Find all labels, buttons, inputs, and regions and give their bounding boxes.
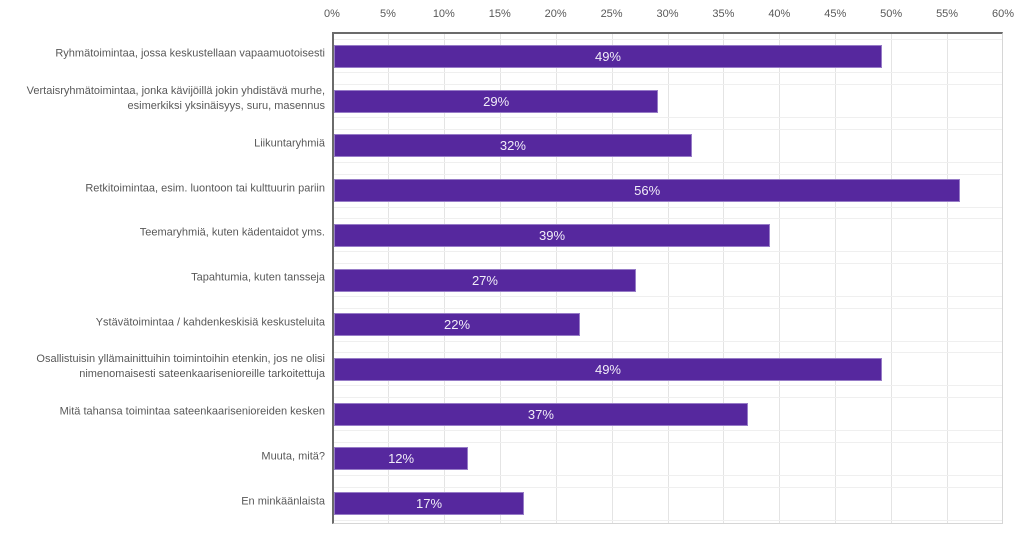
category-label: Tapahtumia, kuten tansseja bbox=[191, 271, 325, 284]
gridline-horizontal bbox=[334, 173, 1002, 175]
bar-value-label: 22% bbox=[444, 317, 471, 333]
gridline-horizontal bbox=[334, 128, 1002, 130]
category-label: Osallistuisin yllämainittuihin toimintoi… bbox=[36, 353, 325, 381]
gridline-horizontal bbox=[334, 218, 1002, 220]
category-label: Retkitoimintaa, esim. luontoon tai kultt… bbox=[85, 182, 325, 195]
gridline-horizontal bbox=[334, 72, 1002, 74]
gridline-horizontal bbox=[334, 251, 1002, 253]
bar-value-label: 37% bbox=[527, 406, 554, 422]
gridline-vertical bbox=[723, 34, 725, 523]
gridline-vertical bbox=[779, 34, 781, 523]
x-axis-tick-label: 50% bbox=[880, 8, 903, 20]
x-axis-tick-label: 60% bbox=[991, 8, 1015, 20]
x-axis-tick-label: 55% bbox=[936, 8, 959, 20]
bar-value-label: 49% bbox=[594, 361, 621, 377]
x-axis-tick-label: 0% bbox=[324, 8, 340, 20]
gridline-horizontal bbox=[334, 340, 1002, 342]
gridline-horizontal bbox=[334, 352, 1002, 354]
bar: 56% bbox=[334, 179, 961, 203]
bar: 29% bbox=[334, 89, 659, 113]
bar-value-label: 12% bbox=[388, 451, 415, 467]
bar: 32% bbox=[334, 134, 692, 158]
category-label: En minkäänlaista bbox=[241, 495, 325, 508]
gridline-horizontal bbox=[334, 430, 1002, 432]
category-label: Ystävätoimintaa / kahdenkeskisiä keskust… bbox=[95, 316, 325, 329]
x-axis-tick-label: 5% bbox=[379, 8, 396, 20]
bar: 17% bbox=[334, 492, 525, 516]
bar-value-label: 32% bbox=[499, 138, 526, 154]
gridline-horizontal bbox=[334, 161, 1002, 163]
x-axis-tick-label: 25% bbox=[600, 8, 623, 20]
bar: 22% bbox=[334, 313, 581, 337]
bar: 12% bbox=[334, 447, 469, 471]
x-axis-tick-label: 45% bbox=[824, 8, 847, 20]
category-label: Mitä tahansa toimintaa sateenkaarisenior… bbox=[59, 405, 325, 418]
gridline-vertical bbox=[667, 34, 669, 523]
bar: 49% bbox=[334, 44, 882, 68]
x-axis-tick-label: 20% bbox=[544, 8, 567, 20]
gridline-horizontal bbox=[334, 307, 1002, 309]
gridline-horizontal bbox=[334, 206, 1002, 208]
category-label: Teemaryhmiä, kuten kädentaidot yms. bbox=[139, 226, 325, 239]
gridline-horizontal bbox=[334, 486, 1002, 488]
category-label: Liikuntaryhmiä bbox=[254, 137, 325, 150]
bar-value-label: 29% bbox=[483, 93, 510, 109]
bar: 37% bbox=[334, 402, 748, 426]
bar: 27% bbox=[334, 268, 636, 292]
gridline-horizontal bbox=[334, 117, 1002, 119]
bar-value-label: 17% bbox=[416, 496, 443, 512]
x-axis-tick-label: 30% bbox=[656, 8, 679, 20]
bar: 39% bbox=[334, 223, 771, 247]
bar: 49% bbox=[334, 357, 882, 381]
plot-area: 49% 29% 32% 56% 39% 27% 22% 49% 37% 12% 17% bbox=[332, 32, 1003, 524]
gridline-horizontal bbox=[334, 397, 1002, 399]
gridline-horizontal bbox=[334, 84, 1002, 86]
gridline-vertical bbox=[891, 34, 893, 523]
gridline-horizontal bbox=[334, 441, 1002, 443]
gridline-vertical bbox=[835, 34, 837, 523]
x-axis-tick-label: 10% bbox=[432, 8, 455, 20]
x-axis-tick-label: 15% bbox=[488, 8, 511, 20]
bar-value-label: 27% bbox=[471, 272, 498, 288]
gridline-horizontal bbox=[334, 39, 1002, 41]
category-label: Vertaisryhmätoimintaa, jonka kävijöillä … bbox=[26, 85, 325, 113]
gridline-horizontal bbox=[334, 474, 1002, 476]
bar-value-label: 39% bbox=[539, 227, 566, 243]
gridline-vertical bbox=[947, 34, 949, 523]
gridline-horizontal bbox=[334, 263, 1002, 264]
gridline-horizontal bbox=[334, 385, 1002, 387]
bar-value-label: 49% bbox=[594, 48, 621, 64]
x-axis-tick-label: 40% bbox=[768, 8, 791, 20]
category-label: Ryhmätoimintaa, jossa keskustellaan vapa… bbox=[55, 47, 325, 60]
gridline-horizontal bbox=[334, 296, 1002, 297]
x-axis-tick-label: 35% bbox=[712, 8, 735, 20]
category-label: Muuta, mitä? bbox=[261, 450, 325, 463]
bar-value-label: 56% bbox=[634, 183, 661, 199]
gridline-horizontal bbox=[334, 519, 1002, 521]
